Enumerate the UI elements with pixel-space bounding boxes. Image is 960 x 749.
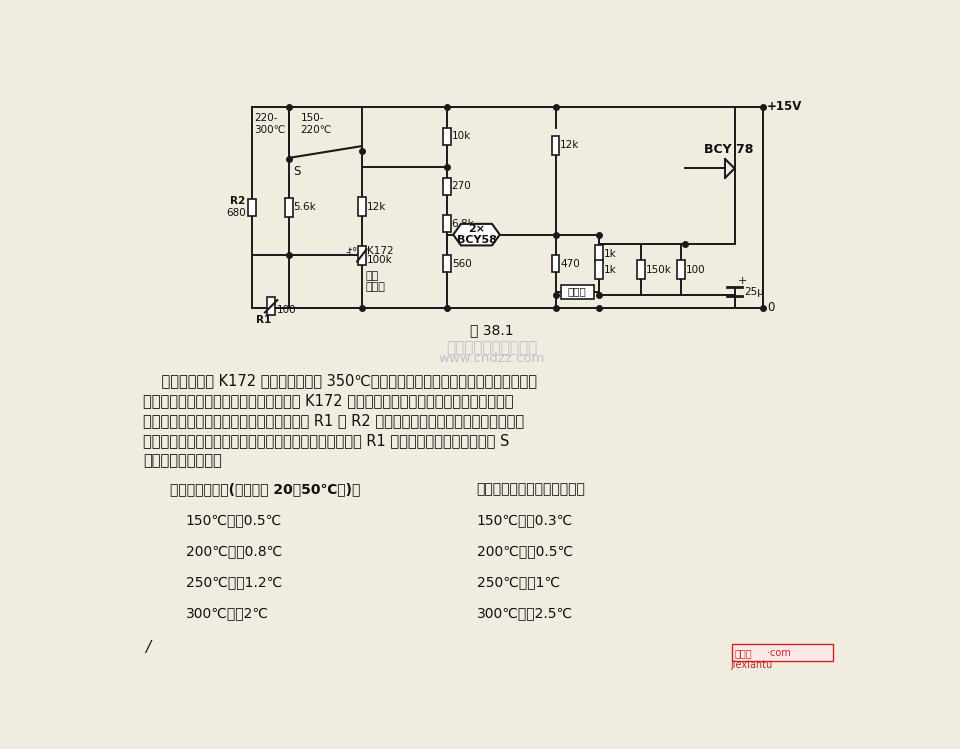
Bar	[248, 198, 255, 216]
Bar	[595, 261, 603, 279]
Text: 并且可以装在玻璃容器内。图中热敏电阱 K172 接在桥式电路内，桥的对角线支路接差分放: 并且可以装在玻璃容器内。图中热敏电阱 K172 接在桥式电路内，桥的对角线支路接…	[143, 393, 514, 408]
Text: 100: 100	[276, 305, 297, 315]
Bar	[444, 216, 451, 232]
Text: 10k: 10k	[452, 131, 471, 141]
Text: 150℃时：0.3℃: 150℃时：0.3℃	[476, 513, 573, 527]
Text: K172: K172	[368, 246, 394, 256]
Text: 0: 0	[767, 301, 775, 315]
Text: 5.6k: 5.6k	[294, 202, 317, 212]
Text: 680: 680	[226, 208, 246, 219]
Text: www.cndzz.com: www.cndzz.com	[439, 353, 545, 366]
Bar	[444, 178, 451, 195]
Text: 继电器: 继电器	[568, 287, 587, 297]
Text: 2×
BCY58: 2× BCY58	[457, 224, 496, 246]
Text: 200℃时：0.8℃: 200℃时：0.8℃	[186, 545, 282, 558]
Text: 250℃时：1.2℃: 250℃时：1.2℃	[186, 575, 282, 589]
Text: ·com: ·com	[767, 648, 791, 658]
Text: 利用热敏电阱 K172 可以构成温度达 350℃的调节器。该热敏电阱具有很小的热惯性，: 利用热敏电阱 K172 可以构成温度达 350℃的调节器。该热敏电阱具有很小的热…	[143, 373, 538, 388]
Text: 470: 470	[561, 259, 580, 269]
Bar	[636, 261, 645, 279]
Bar	[677, 261, 685, 279]
Text: 12k: 12k	[561, 140, 580, 151]
Text: 250℃时：1℃: 250℃时：1℃	[476, 575, 560, 589]
Text: 图 38.1: 图 38.1	[470, 323, 514, 337]
Text: 300℃时：2.5℃: 300℃时：2.5℃	[476, 606, 572, 619]
Bar	[732, 644, 833, 661]
Text: 电路的温度误差(环境温度 20～50℃时)：: 电路的温度误差(环境温度 20～50℃时)：	[170, 482, 361, 497]
Text: /: /	[145, 640, 150, 655]
Text: 200℃时：0.5℃: 200℃时：0.5℃	[476, 545, 572, 558]
Text: 杭州虑虚科技有限公司: 杭州虑虚科技有限公司	[446, 340, 538, 355]
Text: S: S	[293, 166, 300, 178]
Text: -t°: -t°	[346, 247, 358, 258]
Text: 温度
传感器: 温度 传感器	[366, 271, 386, 292]
Text: 220-
300℃: 220- 300℃	[254, 113, 285, 135]
Text: 6.8k: 6.8k	[452, 219, 474, 229]
Text: +15V: +15V	[767, 100, 803, 113]
Bar	[444, 127, 451, 145]
Bar	[285, 198, 293, 216]
Text: 12k: 12k	[367, 201, 386, 211]
Text: 转换温度调节范围。: 转换温度调节范围。	[143, 453, 222, 468]
Text: 25μ: 25μ	[744, 287, 764, 297]
Text: R2: R2	[230, 196, 246, 206]
Text: 大器。为了避免热敏元件过热，将其接在由 R1 和 R2 组成的分压器电路上。总电压与热敏元: 大器。为了避免热敏元件过热，将其接在由 R1 和 R2 组成的分压器电路上。总电…	[143, 413, 524, 428]
Text: jiexiantu: jiexiantu	[731, 660, 773, 670]
Bar	[358, 197, 366, 216]
Text: 150k: 150k	[645, 264, 671, 275]
Text: 接线图: 接线图	[734, 648, 753, 658]
Text: +: +	[737, 276, 747, 286]
Text: R1: R1	[255, 315, 271, 326]
Bar	[552, 255, 560, 273]
Bar	[595, 246, 603, 262]
Text: 560: 560	[452, 259, 471, 269]
Text: 调节器接通和关断的温度差：: 调节器接通和关断的温度差：	[476, 482, 586, 497]
Text: 150-
220℃: 150- 220℃	[300, 113, 332, 135]
Text: 300℃时：2℃: 300℃时：2℃	[186, 606, 269, 619]
Bar	[444, 255, 451, 273]
Polygon shape	[453, 224, 500, 246]
Bar	[552, 136, 560, 154]
Text: BCY 78: BCY 78	[704, 142, 753, 156]
Bar	[267, 297, 275, 315]
Text: 270: 270	[452, 181, 471, 191]
Text: 件上电压之比越大，温度调节精度越差。电路中用电位器 R1 整定温度调节值。利用开关 S: 件上电压之比越大，温度调节精度越差。电路中用电位器 R1 整定温度调节值。利用开…	[143, 434, 510, 449]
Text: 1k: 1k	[604, 249, 616, 259]
Bar	[358, 246, 366, 264]
Text: 100k: 100k	[368, 255, 393, 265]
Text: 150℃时：0.5℃: 150℃时：0.5℃	[186, 513, 282, 527]
Text: 1k: 1k	[604, 264, 616, 275]
Bar	[561, 285, 593, 299]
Text: 100: 100	[685, 264, 706, 275]
